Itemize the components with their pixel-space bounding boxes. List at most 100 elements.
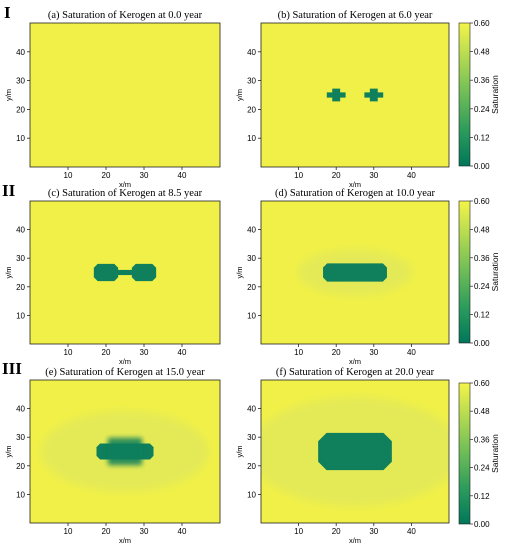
row-label-3: III [2,359,22,378]
x-tick-label: 10 [294,171,303,180]
colorbar-tick-label: 0.60 [474,197,490,206]
y-tick-label: 10 [16,134,25,143]
depleted-region-1 [318,432,392,471]
y-tick-label: 30 [247,77,256,86]
depleted-region-2 [131,263,157,282]
y-tick-label: 40 [16,48,25,57]
y-tick-label: 20 [247,105,256,114]
y-tick-label: 40 [247,48,256,57]
x-tick-label: 40 [407,527,416,536]
y-tick-label: 30 [247,433,256,442]
colorbar-gradient [458,200,471,344]
axes-frame [260,379,450,524]
x-tick-label: 20 [332,527,341,536]
y-tick-label: 30 [16,433,25,442]
x-tick-label: 10 [64,171,73,180]
y-axis-label: y/m [235,445,244,457]
plot-area [261,380,449,523]
x-axis-label: x/m [119,536,131,545]
x-axis-label: x/m [349,536,361,545]
y-axis-label: y/m [4,445,13,457]
colorbar-tick-label: 0.12 [474,133,490,142]
colorbar-tick-label: 0.48 [474,48,490,57]
colorbar-tick-label: 0.36 [474,254,490,263]
row-label-1: I [4,3,11,22]
y-tick-label: 10 [247,134,256,143]
plot-area [30,201,220,344]
x-tick-label: 40 [178,171,187,180]
x-tick-label: 20 [102,171,111,180]
plot-area [261,201,449,344]
y-axis-label: y/m [235,89,244,101]
y-tick-label: 10 [16,490,25,499]
background-field [261,23,449,167]
y-tick-label: 20 [16,105,25,114]
plot-area [261,23,449,167]
depleted-region-1 [326,88,346,102]
depleted-region-3 [115,269,135,276]
x-tick-label: 10 [294,348,303,357]
colorbar-tick-label: 0.36 [474,76,490,85]
x-tick-label: 20 [102,348,111,357]
colorbar-tick-label: 0.60 [474,379,490,388]
y-tick-label: 10 [247,311,256,320]
x-tick-label: 30 [369,348,378,357]
y-axis-label: y/m [235,266,244,278]
panel-title: (d) Saturation of Kerogen at 10.0 year [275,188,436,199]
heatmap-panel-6: (f) Saturation of Kerogen at 20.0 year 10… [235,367,500,545]
y-tick-label: 10 [16,311,25,320]
colorbar-tick-label: 0.24 [474,282,490,291]
x-axis-label: x/m [349,357,361,366]
colorbar-label: Saturation [490,252,500,291]
axes-frame [29,200,221,345]
panel-title: (b) Saturation of Kerogen at 6.0 year [278,10,433,21]
colorbar-tick-label: 0.00 [474,520,490,529]
x-tick-label: 20 [332,348,341,357]
colorbar-gradient [458,382,471,525]
background-field [30,23,220,167]
axes-frame [29,22,221,168]
y-tick-label: 40 [16,226,25,235]
depleted-region-2 [107,437,143,466]
colorbar-label: Saturation [490,75,500,114]
panel-title: (f) Saturation of Kerogen at 20.0 year [276,367,435,378]
x-tick-label: 40 [178,527,187,536]
heatmap-panel-2: (b) Saturation of Kerogen at 6.0 year 10 2… [235,10,500,189]
colorbar-tick-label: 0.48 [474,407,490,416]
depleted-region-2 [364,88,384,102]
colorbar-tick-label: 0.12 [474,311,490,320]
x-tick-label: 10 [294,527,303,536]
colorbar-tick-label: 0.24 [474,464,490,473]
axes-frame [29,379,221,524]
x-tick-label: 30 [140,348,149,357]
y-tick-label: 20 [247,462,256,471]
heatmap-panel-1: (a) Saturation of Kerogen at 0.0 year 10 2… [4,10,221,189]
panel-title: (a) Saturation of Kerogen at 0.0 year [48,10,203,21]
x-tick-label: 10 [64,527,73,536]
colorbar-tick-label: 0.00 [474,162,490,171]
y-tick-label: 30 [16,254,25,263]
x-tick-label: 10 [64,348,73,357]
x-tick-label: 20 [332,171,341,180]
depleted-region-1 [93,263,119,282]
x-tick-label: 30 [140,527,149,536]
x-axis-label: x/m [119,180,131,189]
y-tick-label: 10 [247,490,256,499]
colorbar-tick-label: 0.00 [474,339,490,348]
x-axis-label: x/m [119,357,131,366]
colorbar-tick-label: 0.24 [474,105,490,114]
x-tick-label: 30 [140,171,149,180]
panel-title: (e) Saturation of Kerogen at 15.0 year [45,367,205,378]
y-tick-label: 20 [247,283,256,292]
colorbar-tick-label: 0.60 [474,19,490,28]
colorbar: 0.00 0.12 0.24 0.36 0.48 0.60 Saturation [458,19,500,171]
colorbar: 0.00 0.12 0.24 0.36 0.48 0.60 Saturation [458,379,500,529]
panel-title: (c) Saturation of Kerogen at 8.5 year [48,188,203,199]
colorbar-tick-label: 0.12 [474,492,490,501]
x-axis-label: x/m [349,180,361,189]
y-tick-label: 40 [247,405,256,414]
x-tick-label: 40 [178,348,187,357]
x-tick-label: 30 [369,527,378,536]
y-tick-label: 30 [247,254,256,263]
